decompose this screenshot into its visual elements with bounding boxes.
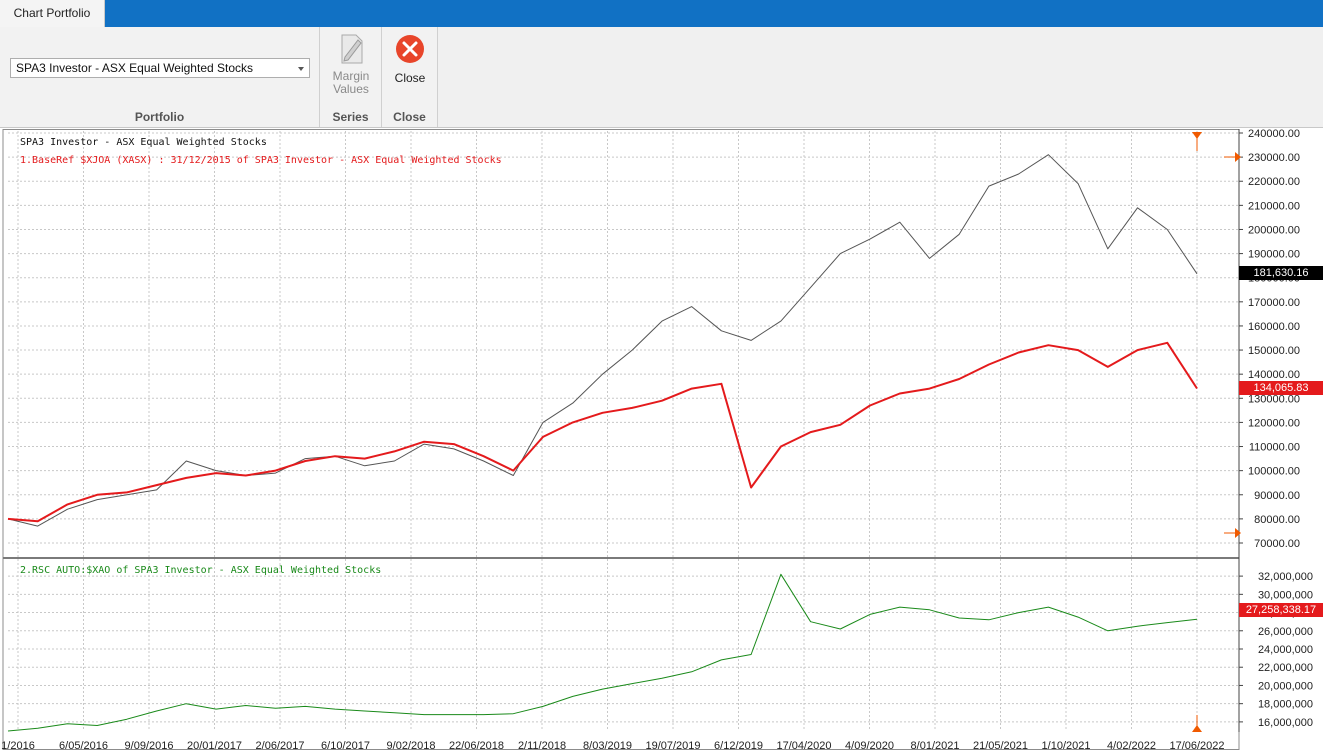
x-tick-label: 6/10/2017 <box>321 740 370 752</box>
last-value-baseref: 134,065.83 <box>1239 381 1323 395</box>
y-tick-label: 150000.00 <box>1248 345 1300 357</box>
rsc-y-tick-label: 26,000,000 <box>1258 626 1313 638</box>
x-tick-label: 2/06/2017 <box>256 740 305 752</box>
x-tick-label: 19/07/2019 <box>645 740 700 752</box>
last-value-portfolio: 181,630.16 <box>1239 266 1323 280</box>
close-button-label: Close <box>394 71 426 85</box>
close-button[interactable]: Close <box>382 31 438 85</box>
x-tick-label: 20/01/2017 <box>187 740 242 752</box>
y-tick-label: 80000.00 <box>1254 514 1300 526</box>
rsc-y-tick-label: 22,000,000 <box>1258 662 1313 674</box>
last-value-rsc: 27,258,338.17 <box>1239 603 1323 617</box>
x-tick-label: 6/05/2016 <box>59 740 108 752</box>
x-tick-label: 1/2016 <box>1 740 35 752</box>
legend-rsc: 2.RSC AUTO:$XAO of SPA3 Investor - ASX E… <box>20 565 382 576</box>
y-tick-label: 100000.00 <box>1248 466 1300 478</box>
margin-values-label-2: Values <box>333 82 369 96</box>
close-group-label: Close <box>393 110 426 124</box>
rsc-y-tick-label: 30,000,000 <box>1258 589 1313 601</box>
close-icon <box>396 35 424 63</box>
x-tick-label: 17/06/2022 <box>1169 740 1224 752</box>
pencil-document-icon <box>341 34 363 64</box>
y-tick-label: 90000.00 <box>1254 490 1300 502</box>
portfolio-dropdown[interactable]: SPA3 Investor - ASX Equal Weighted Stock… <box>10 58 310 78</box>
y-tick-label: 190000.00 <box>1248 249 1300 261</box>
series-group: Margin Values Series <box>320 27 382 127</box>
y-tick-label: 110000.00 <box>1249 442 1300 454</box>
series-rsc-line <box>7 573 1198 732</box>
rsc-y-tick-label: 16,000,000 <box>1258 717 1313 729</box>
margin-values-button[interactable]: Margin Values <box>323 31 379 96</box>
y-tick-label: 70000.00 <box>1254 538 1300 550</box>
legend-portfolio: SPA3 Investor - ASX Equal Weighted Stock… <box>20 137 267 148</box>
chart-canvas[interactable]: 1/2016 6/05/2016 9/09/2016 20/01/2017 2/06/2… <box>0 129 1323 753</box>
x-tick-label: 8/01/2021 <box>911 740 960 752</box>
rsc-y-tick-label: 20,000,000 <box>1258 680 1313 692</box>
tab-chart-portfolio[interactable]: Chart Portfolio <box>0 0 105 27</box>
title-bar: Chart Portfolio <box>0 0 1323 27</box>
x-tick-label: 4/09/2020 <box>845 740 894 752</box>
marker-triangle-high <box>1235 152 1241 162</box>
x-tick-label: 8/03/2019 <box>583 740 632 752</box>
margin-values-label-1: Margin <box>332 69 370 83</box>
y-tick-label: 230000.00 <box>1248 152 1300 164</box>
series-group-label: Series <box>332 110 369 124</box>
legend-baseref: 1.BaseRef $XJOA (XASX) : 31/12/2015 of S… <box>20 155 502 166</box>
series-portfolio-line <box>7 154 1198 527</box>
portfolio-group-label: Portfolio <box>134 110 185 124</box>
x-tick-label: 17/04/2020 <box>776 740 831 752</box>
x-tick-label: 6/12/2019 <box>714 740 763 752</box>
x-tick-label: 9/02/2018 <box>387 740 436 752</box>
y-tick-label: 200000.00 <box>1248 224 1300 236</box>
y-tick-label: 170000.00 <box>1248 297 1300 309</box>
x-tick-label: 1/10/2021 <box>1042 740 1091 752</box>
marker-triangle-top <box>1192 132 1202 139</box>
rsc-y-tick-label: 32,000,000 <box>1258 571 1313 583</box>
y-tick-label: 220000.00 <box>1248 176 1300 188</box>
y-tick-label: 140000.00 <box>1248 369 1300 381</box>
x-tick-label: 21/05/2021 <box>973 740 1028 752</box>
x-tick-label: 22/06/2018 <box>449 740 504 752</box>
portfolio-group: SPA3 Investor - ASX Equal Weighted Stock… <box>0 27 320 127</box>
x-tick-label: 9/09/2016 <box>125 740 174 752</box>
close-group: Close Close <box>382 27 438 127</box>
y-tick-label: 210000.00 <box>1248 200 1300 212</box>
portfolio-dropdown-value: SPA3 Investor - ASX Equal Weighted Stock… <box>16 61 254 75</box>
y-tick-label: 160000.00 <box>1248 321 1300 333</box>
chart-area[interactable]: 1/2016 6/05/2016 9/09/2016 20/01/2017 2/06/2… <box>0 129 1323 753</box>
chevron-down-icon <box>298 67 304 71</box>
x-tick-label: 2/11/2018 <box>518 740 566 752</box>
y-tick-label: 130000.00 <box>1248 393 1300 405</box>
plot-frame <box>2 129 1240 750</box>
y-tick-label: 240000.00 <box>1248 129 1300 140</box>
series-baseref-line <box>7 341 1198 523</box>
marker-triangle-bottom <box>1192 725 1202 732</box>
rsc-y-tick-label: 18,000,000 <box>1258 699 1313 711</box>
rsc-y-tick-label: 24,000,000 <box>1258 644 1313 656</box>
y-tick-label: 120000.00 <box>1248 417 1300 429</box>
x-tick-label: 4/02/2022 <box>1107 740 1156 752</box>
marker-triangle-low <box>1235 528 1241 538</box>
ribbon-toolbar: SPA3 Investor - ASX Equal Weighted Stock… <box>0 27 1323 128</box>
